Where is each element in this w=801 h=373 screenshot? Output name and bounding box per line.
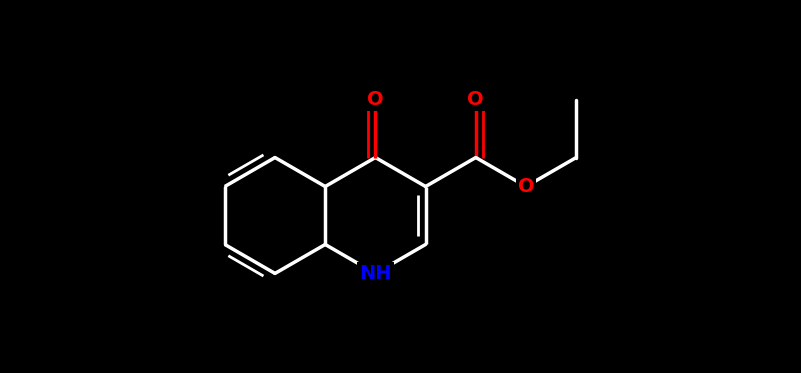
Text: O: O <box>468 90 484 109</box>
Text: O: O <box>517 177 534 196</box>
Text: NH: NH <box>359 264 392 283</box>
Text: O: O <box>367 90 384 109</box>
